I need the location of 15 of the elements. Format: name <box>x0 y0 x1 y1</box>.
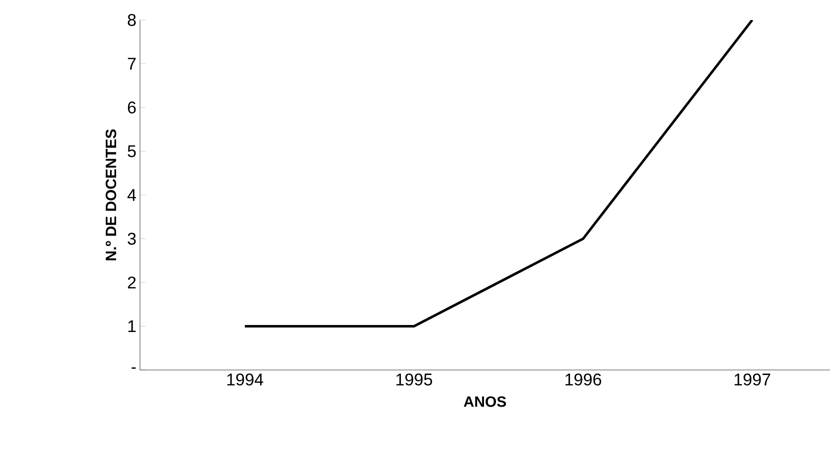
y-tick-label: 1 <box>128 320 136 332</box>
x-tick-label: 1997 <box>734 374 770 386</box>
y-tick-label: 6 <box>128 101 136 114</box>
x-tick-label: 1994 <box>227 374 264 386</box>
x-axis-title: ANOS <box>464 396 506 407</box>
y-tick-label: 3 <box>128 232 136 245</box>
y-axis-title: N.º DE DOCENTES <box>106 129 116 260</box>
x-tick-label: 1995 <box>396 374 432 386</box>
y-tick-label: 5 <box>128 145 136 158</box>
y-tick-label: 8 <box>128 14 136 26</box>
y-tick-label: 2 <box>128 276 136 288</box>
y-tick-label: 4 <box>127 189 136 201</box>
x-tick-label: 1996 <box>566 374 602 386</box>
y-tick-label: - <box>132 367 136 369</box>
y-tick-label: 7 <box>128 58 136 70</box>
